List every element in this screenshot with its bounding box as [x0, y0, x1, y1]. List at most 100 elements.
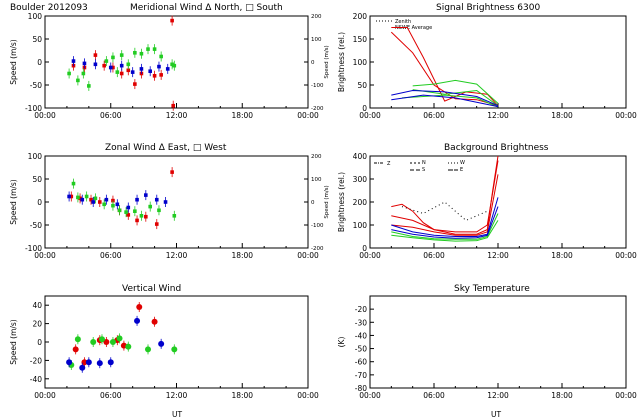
sky-ytick-label: -60: [355, 358, 367, 367]
x-axis-label-left: UT: [172, 410, 182, 419]
vertical-ytick-label: -40: [30, 375, 42, 384]
zonal-wind-panel: Zonal Wind Δ East, □ West Speed (m/s) Sp…: [9, 143, 330, 225]
meridional-title: Meridional Wind Δ North, □ South: [130, 3, 283, 13]
background-title: Background Brightness: [444, 143, 549, 153]
sky-ytick-label: -50: [355, 345, 367, 354]
background-series-line: [391, 213, 499, 240]
sky-ytick-label: -30: [355, 318, 367, 327]
bg-legend-e: E: [460, 167, 463, 173]
signal-title: Signal Brightness 6300: [436, 3, 540, 13]
background-xtick-label: 00:00: [615, 251, 637, 260]
bg-legend-n: N: [422, 160, 426, 166]
vertical-ytick-label: 40: [32, 301, 42, 310]
vertical-wind-panel: Vertical Wind Speed (m/s): [9, 284, 181, 365]
meridional-ytick-label: 0: [37, 58, 42, 67]
background-ytick-label: 100: [353, 221, 368, 230]
meridional-xtick-label: 00:00: [34, 111, 56, 120]
meridional-ytick-label: -100: [25, 104, 42, 113]
background-plot-frame: [369, 155, 627, 249]
zonal-plot-frame: [44, 155, 309, 249]
zonal-xtick-label: 00:00: [297, 251, 319, 260]
meridional-ytick-right-label: 100: [311, 37, 322, 43]
sky-ytick-label: -80: [355, 384, 367, 393]
sky-xtick-label: 00:00: [615, 391, 637, 400]
signal-series-line: [391, 89, 499, 107]
bg-legend-z: Z: [387, 161, 391, 167]
sky-ytick-label: -70: [355, 371, 367, 380]
meridional-ytick-right-label: 0: [311, 60, 315, 66]
background-ytick-label: 300: [353, 175, 368, 184]
meridional-xtick-label: 12:00: [166, 111, 188, 120]
vertical-title: Vertical Wind: [122, 284, 181, 294]
signal-series-line: [391, 94, 499, 108]
background-series-line: [401, 201, 488, 221]
meridional-ytick-label: 50: [32, 35, 42, 44]
background-series-line: [391, 206, 499, 239]
background-ytick-label: 400: [353, 152, 368, 161]
background-brightness-panel: Background Brightness Brightness (rel.) …: [337, 143, 549, 232]
vertical-ytick-label: -20: [30, 356, 42, 365]
background-xtick-label: 06:00: [423, 251, 445, 260]
signal-xtick-label: 00:00: [615, 111, 637, 120]
background-xtick-label: 12:00: [487, 251, 509, 260]
station-date-title: Boulder 2012093: [10, 3, 88, 13]
vertical-ylabel: Speed (m/s): [9, 319, 18, 365]
zonal-ytick-label: 50: [32, 175, 42, 184]
meridional-xtick-label: 00:00: [297, 111, 319, 120]
meridional-ytick-right-label: -200: [311, 106, 324, 112]
zonal-ylabel: Speed (m/s): [9, 179, 18, 225]
zonal-ytick-label: -100: [25, 244, 42, 253]
zonal-ytick-label: 0: [37, 198, 42, 207]
sky-temperature-panel: Sky Temperature (K): [337, 284, 530, 347]
bg-legend-w: W: [460, 160, 465, 166]
background-ylabel: Brightness (rel.): [337, 172, 346, 232]
zonal-xtick-label: 12:00: [166, 251, 188, 260]
meridional-xtick-label: 18:00: [231, 111, 253, 120]
vertical-plot-frame: [44, 295, 309, 389]
background-ytick-label: 200: [353, 198, 368, 207]
zonal-ytick-right-label: 200: [311, 154, 322, 160]
sky-ytick-label: -20: [355, 305, 367, 314]
zonal-title: Zonal Wind Δ East, □ West: [105, 143, 227, 153]
vertical-xtick-label: 18:00: [231, 391, 253, 400]
background-ytick-label: 0: [362, 244, 367, 253]
zonal-xtick-label: 00:00: [34, 251, 56, 260]
sky-title: Sky Temperature: [454, 284, 530, 294]
background-series-line: [391, 220, 499, 242]
x-axis-label-right: UT: [491, 410, 501, 419]
signal-series-line: [401, 94, 499, 108]
signal-xtick-label: 00:00: [359, 111, 381, 120]
signal-ytick-label: 0: [362, 104, 367, 113]
vertical-ytick-label: 20: [32, 320, 42, 329]
background-series-line: [391, 160, 499, 233]
meridional-ytick-label: -50: [30, 81, 42, 90]
zonal-ytick-right-label: 0: [311, 200, 315, 206]
signal-xtick-label: 06:00: [423, 111, 445, 120]
signal-xtick-label: 18:00: [551, 111, 573, 120]
bg-legend-s: S: [422, 167, 425, 173]
sky-plot-frame: [369, 295, 627, 389]
meridional-wind-panel: Boulder 2012093 Meridional Wind Δ North,…: [9, 3, 330, 85]
zonal-xtick-label: 18:00: [231, 251, 253, 260]
sky-ylabel: (K): [337, 337, 346, 348]
signal-ytick-label: 50: [357, 81, 367, 90]
signal-ylabel: Brightness (rel.): [337, 32, 346, 92]
meridional-xtick-label: 06:00: [100, 111, 122, 120]
signal-legend-zenith: Zenith: [395, 19, 411, 25]
zonal-ytick-right-label: -100: [311, 223, 324, 229]
sky-xtick-label: 18:00: [551, 391, 573, 400]
zonal-ytick-label: 100: [28, 152, 43, 161]
signal-series-line: [412, 89, 499, 107]
meridional-ytick-right-label: 200: [311, 14, 322, 20]
vertical-ytick-label: 0: [37, 338, 42, 347]
signal-xtick-label: 12:00: [487, 111, 509, 120]
signal-ytick-label: 200: [353, 12, 368, 21]
zonal-ytick-label: -50: [30, 221, 42, 230]
zonal-ylabel-right: Speed (m/s): [324, 185, 330, 218]
signal-ytick-label: 100: [353, 58, 368, 67]
background-series-line: [391, 174, 499, 236]
sky-xtick-label: 12:00: [487, 391, 509, 400]
zonal-ytick-right-label: -200: [311, 246, 324, 252]
